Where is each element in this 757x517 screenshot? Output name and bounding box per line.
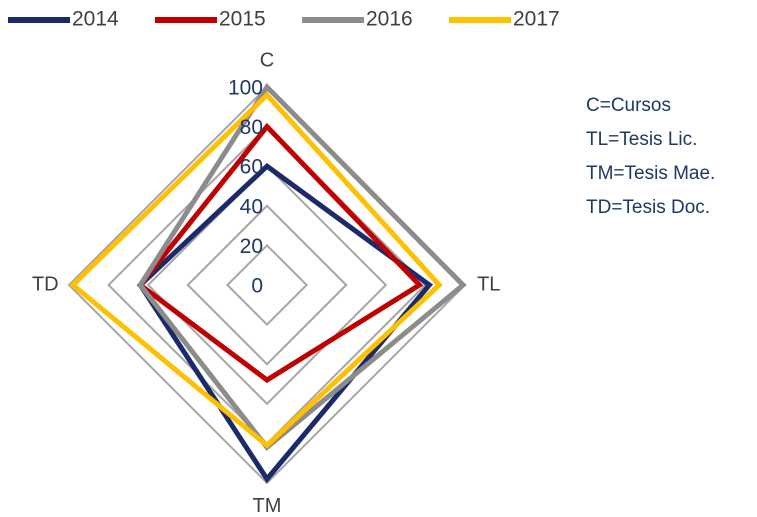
legend-label: 2016 — [366, 8, 413, 31]
note: TM=Tesis Mae. — [586, 163, 715, 184]
r-tick-label: 20 — [240, 235, 263, 258]
axis-label: TL — [477, 273, 500, 295]
r-tick-label: 40 — [240, 195, 263, 218]
grid-ring — [186, 204, 348, 366]
note: TD=Tesis Doc. — [586, 197, 710, 218]
grid-ring — [107, 125, 427, 445]
axis-label: TD — [32, 273, 59, 295]
legend-label: 2017 — [513, 8, 560, 31]
series-line — [136, 122, 424, 384]
r-tick-label: 80 — [240, 116, 263, 139]
grid-ring — [146, 164, 388, 406]
r-tick-label: 0 — [251, 275, 263, 298]
r-tick-label: 60 — [240, 156, 263, 179]
series-line — [69, 91, 443, 449]
series-line — [137, 162, 433, 484]
series-line — [137, 83, 467, 451]
grid-ring — [225, 243, 309, 327]
note: C=Cursos — [586, 95, 671, 116]
legend-label: 2015 — [219, 8, 266, 31]
axis-label: C — [260, 50, 274, 72]
note: TL=Tesis Lic. — [586, 129, 697, 150]
axis-label: TM — [253, 495, 282, 517]
legend-label: 2014 — [72, 8, 119, 31]
r-tick-label: 100 — [228, 77, 263, 100]
grid-ring — [67, 85, 467, 485]
